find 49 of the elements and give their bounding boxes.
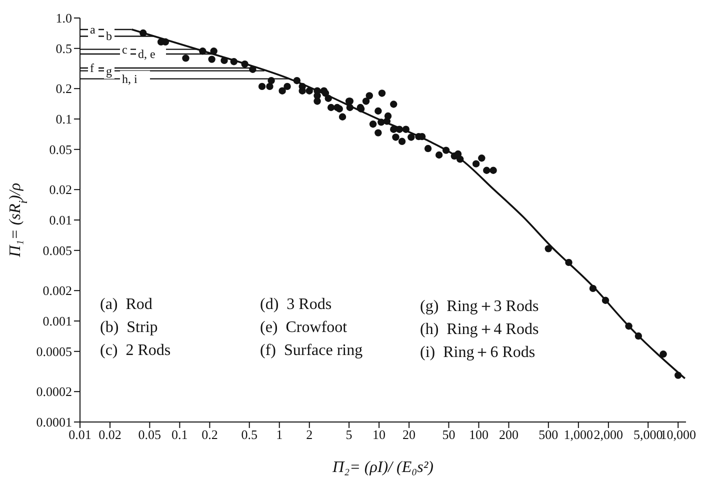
ref-line-label: c [122, 42, 128, 56]
x-tick-label: 5 [346, 427, 352, 442]
ref-line-label: h, i [122, 72, 138, 86]
annotation: (c) 2 Rods [100, 342, 171, 360]
y-tick-label: 0.05 [49, 142, 72, 158]
y-tick-label: 0.02 [49, 182, 72, 198]
y-tick-label: 1.0 [56, 10, 72, 26]
ref-line-label: b [106, 29, 112, 44]
annotation: (b) Strip [100, 319, 158, 337]
x-tick-label: 0.5 [241, 427, 258, 442]
annotation: (g) Ring＋3 Rods [420, 297, 539, 317]
x-tick-label: 1,000 [564, 427, 594, 442]
x-tick-label: 200 [498, 427, 518, 442]
x-tick-label: 0.01 [68, 427, 92, 442]
x-tick-label: 500 [538, 427, 558, 442]
y-tick-label: 0.2 [56, 81, 72, 96]
ref-line-label: d, e [138, 47, 156, 62]
ref-line-label: g [106, 64, 112, 78]
y-tick-label: 0.002 [42, 283, 72, 298]
x-tick-label: 10,000 [660, 427, 696, 442]
y-tick-label: 0.01 [49, 212, 72, 228]
annotation: (h) Ring＋4 Rods [420, 320, 539, 340]
y-tick-label: 0.001 [42, 314, 72, 329]
annotation: (f) Surface ring [260, 342, 363, 360]
ref-line-label: a [90, 22, 96, 36]
x-tick-label: 0.2 [202, 427, 218, 442]
x-tick-label: 1 [276, 427, 283, 442]
y-tick-label: 0.005 [42, 243, 72, 258]
x-tick-label: 0.1 [172, 427, 188, 442]
y-tick-label: 0.0001 [36, 414, 72, 430]
x-tick-label: 10 [372, 427, 386, 442]
x-tick-label: 2,000 [594, 427, 624, 442]
y-tick-label: 0.0002 [36, 384, 72, 400]
x-tick-label: 0.02 [98, 427, 122, 442]
y-tick-label: 0.5 [56, 41, 72, 56]
annotation: (i) Ring＋6 Rods [420, 343, 536, 363]
x-tick-label: 5,000 [633, 427, 663, 442]
y-tick-label: 0.0005 [36, 344, 72, 360]
y-tick-label: 0.1 [56, 112, 72, 127]
annotation: (d) 3 Rods [260, 296, 332, 314]
ref-line-label: f [90, 60, 94, 75]
x-tick-label: 0.05 [138, 427, 162, 442]
x-tick-label: 2 [306, 427, 313, 442]
annotation: (a) Rod [100, 296, 152, 314]
x-tick-label: 50 [442, 427, 456, 442]
x-tick-label: 100 [468, 427, 488, 442]
x-axis-title: Π₂= (ρI)/ (E₀s²) [331, 459, 434, 476]
annotation: (e) Crowfoot [260, 319, 348, 337]
x-tick-label: 20 [402, 427, 416, 442]
